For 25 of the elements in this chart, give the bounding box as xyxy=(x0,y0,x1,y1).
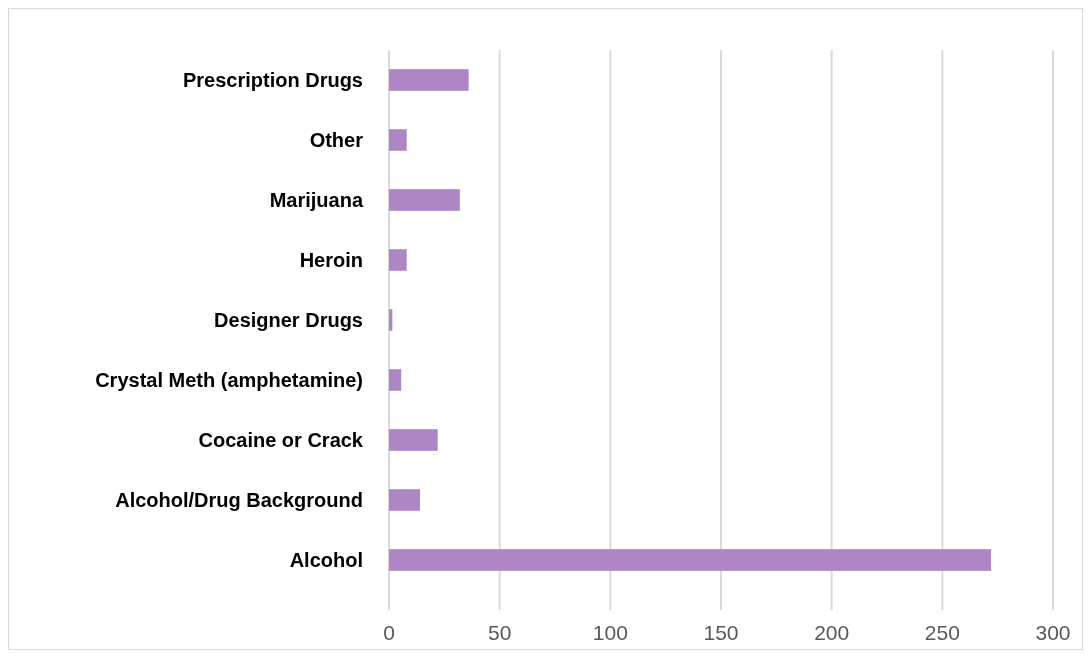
y-tick-label: Prescription Drugs xyxy=(182,69,363,91)
x-tick-label: 100 xyxy=(592,621,628,644)
y-tick-label: Alcohol/Drug Background xyxy=(115,489,363,511)
bar xyxy=(389,489,420,511)
y-tick-label: Heroin xyxy=(299,249,363,271)
bar xyxy=(389,309,393,331)
bar xyxy=(389,429,438,451)
bar xyxy=(389,549,992,571)
bar xyxy=(389,129,407,151)
bar xyxy=(389,189,460,211)
y-tick-label: Crystal Meth (amphetamine) xyxy=(95,369,363,391)
x-tick-label: 250 xyxy=(924,621,960,644)
y-tick-label: Marijuana xyxy=(269,189,364,211)
x-tick-label: 300 xyxy=(1035,621,1071,644)
bar xyxy=(389,249,407,271)
x-tick-label: 50 xyxy=(487,621,512,644)
x-tick-label: 200 xyxy=(814,621,850,644)
y-tick-label: Cocaine or Crack xyxy=(198,429,364,451)
x-tick-label: 150 xyxy=(703,621,739,644)
y-tick-label: Alcohol xyxy=(289,549,363,571)
bar xyxy=(389,69,469,91)
y-tick-label: Designer Drugs xyxy=(214,309,363,331)
y-tick-label: Other xyxy=(309,129,364,151)
bar xyxy=(389,369,402,391)
x-tick-label: 0 xyxy=(383,621,395,644)
